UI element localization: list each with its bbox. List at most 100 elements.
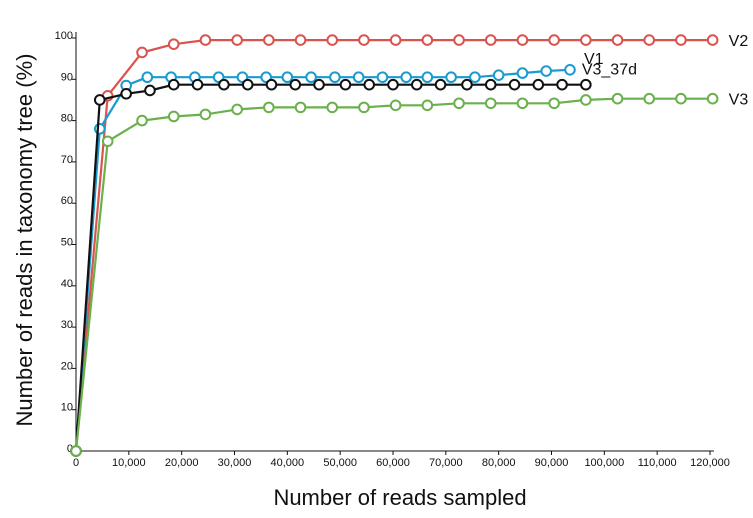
data-point [212,71,225,84]
x-tick-label: 70,000 [429,457,463,469]
data-point [675,34,687,46]
data-point [508,78,521,91]
data-point [611,34,624,46]
series-label: V2 [729,33,749,50]
data-point [376,71,389,84]
data-point [492,69,505,81]
data-point [329,71,341,84]
data-point [352,71,365,84]
series-v1: V1 [70,51,604,457]
data-point [136,114,148,127]
data-point [461,78,473,91]
data-point [410,78,423,91]
data-point [265,78,278,91]
x-tick-label: 40,000 [271,457,305,469]
y-tick-label: 20 [61,360,73,372]
data-point [199,108,212,121]
x-tick-label: 20,000 [165,457,199,469]
data-point [326,101,339,114]
data-point [516,97,529,110]
data-point [199,34,212,46]
data-point [358,34,370,46]
data-point [326,34,339,46]
axes [75,32,714,452]
y-axis-title: Number of reads in taxonomy tree (%) [12,54,37,427]
data-point [421,34,434,46]
data-point [358,101,370,114]
data-point [167,110,180,123]
x-tick-label: 30,000 [218,457,252,469]
data-point [580,34,592,46]
x-tick-label: 120,000 [690,457,730,469]
y-tick-label: 40 [61,278,73,290]
data-point [141,71,154,84]
y-tick-label: 30 [61,319,73,331]
data-point [236,71,249,84]
data-point [136,46,148,59]
y-tick-label: 90 [61,71,73,83]
x-tick-label: 100,000 [584,457,624,469]
data-point [363,78,376,91]
data-point [281,71,294,84]
data-point [643,92,656,105]
data-point [469,71,481,84]
data-point [191,78,204,91]
data-point [580,94,592,106]
data-point [167,78,180,91]
data-point [289,78,302,91]
series-line [74,97,713,452]
data-point [231,34,243,46]
data-point [263,101,275,114]
data-point [453,97,465,110]
data-point [387,78,399,91]
data-point [167,38,180,50]
series-label: V3 [729,92,749,109]
data-point [421,99,434,112]
data-point [400,71,413,84]
data-point [484,97,497,110]
y-tick-label: 10 [61,402,73,414]
data-point [263,34,275,46]
data-point [241,78,254,91]
data-point [445,71,457,84]
data-point [305,71,317,84]
data-point [580,78,592,91]
data-point [313,78,325,91]
data-point [706,34,719,46]
data-point [93,123,106,135]
data-point [548,34,560,46]
x-tick-label: 60,000 [376,457,410,469]
y-tick-label: 60 [61,195,73,207]
data-point [120,87,132,100]
series-line [74,68,571,452]
series-v3-37d: V3_37d [70,62,637,457]
series-label: V1 [584,51,604,68]
data-point [453,34,465,46]
y-tick-label: 70 [61,154,73,166]
x-tick-label: 10,000 [112,457,146,469]
data-point [484,78,497,91]
data-point [675,92,687,105]
series-line [74,83,586,452]
data-point [389,99,402,112]
data-point [484,34,497,46]
y-tick-label: 0 [67,443,73,455]
data-point [611,92,624,105]
series-label: V3_37d [582,62,637,79]
data-point [70,445,82,457]
x-axis-title: Number of reads sampled [273,485,526,510]
data-point [643,34,656,46]
series-v3: V3 [70,92,749,457]
y-tick-label: 100 [55,30,73,42]
data-point [260,71,273,84]
data-point [389,34,402,46]
data-point [516,34,529,46]
y-tick-label: 80 [61,113,73,125]
x-tick-label: 50,000 [323,457,357,469]
data-point [231,103,243,116]
data-point [421,71,434,84]
x-tick-label: 80,000 [482,457,516,469]
x-tick-label: 110,000 [638,457,677,469]
